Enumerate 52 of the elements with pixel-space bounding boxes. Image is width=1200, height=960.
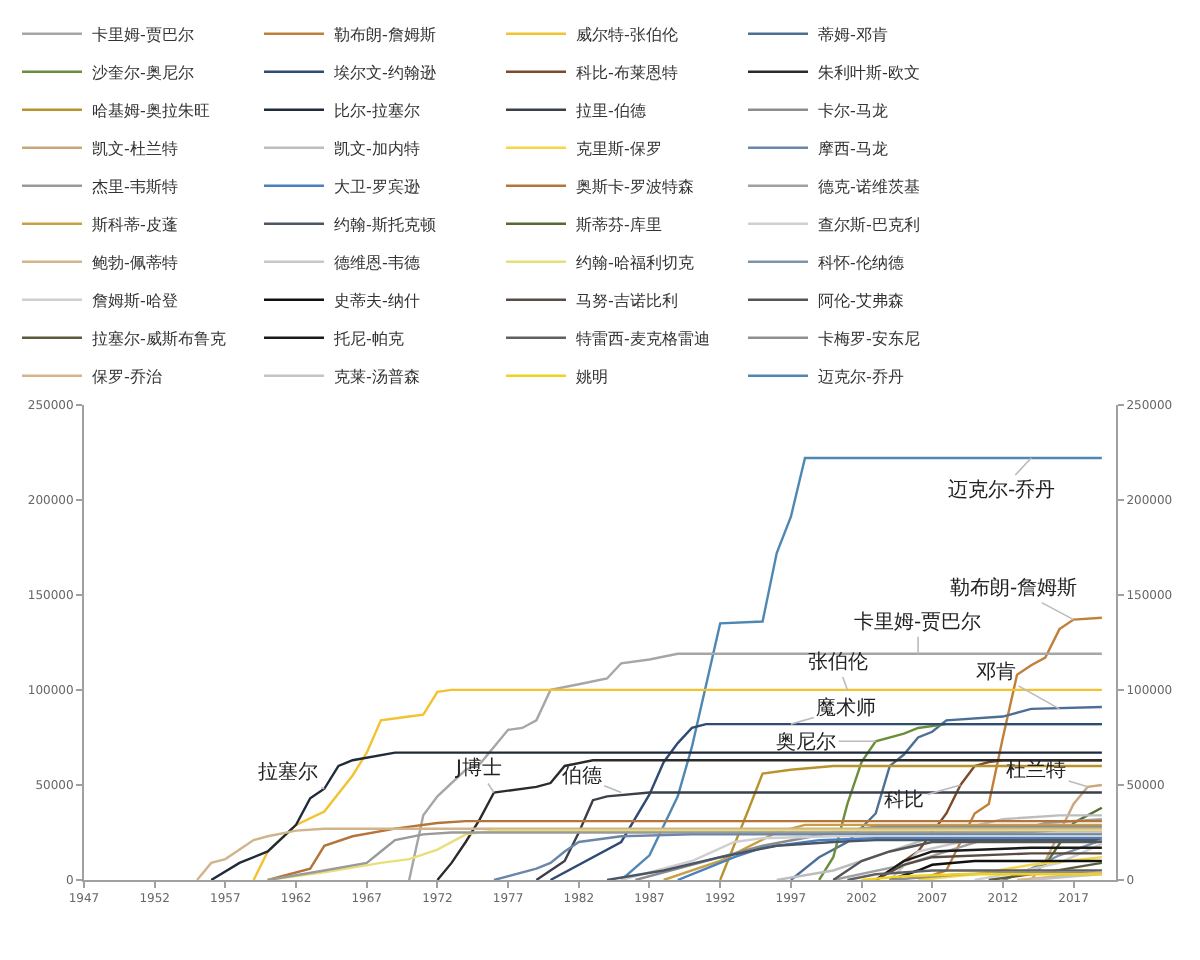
legend-label: 查尔斯-巴克利	[818, 216, 920, 235]
legend-label: 托尼-帕克	[332, 330, 404, 349]
annotation: 伯德	[562, 764, 602, 788]
legend-label: 奥斯卡-罗波特森	[576, 178, 694, 197]
legend-label: 约翰-斯托克顿	[334, 216, 436, 235]
annotation: 卡里姆-贾巴尔	[854, 610, 982, 634]
annotation: 拉塞尔	[258, 760, 318, 784]
legend-label: 蒂姆-邓肯	[818, 26, 888, 45]
legend-label: 德克-诺维茨基	[818, 178, 920, 197]
legend-label: 斯蒂芬-库里	[576, 216, 662, 235]
annotation: 奥尼尔	[776, 730, 836, 754]
annotation: 科比	[884, 788, 924, 812]
legend-label: 斯科蒂-皮蓬	[92, 216, 178, 235]
annotation: 迈克尔-乔丹	[948, 478, 1056, 502]
legend-label: 朱利叶斯-欧文	[818, 64, 920, 83]
legend-label: 科怀-伦纳德	[818, 254, 904, 273]
legend-label: 科比-布莱恩特	[576, 64, 678, 83]
annotation: 张伯伦	[808, 650, 868, 674]
legend-label: 埃尔文-约翰逊	[332, 64, 436, 83]
legend-label: 鲍勃-佩蒂特	[92, 254, 178, 273]
legend-label: 克里斯-保罗	[576, 140, 662, 159]
legend-label: 比尔-拉塞尔	[334, 102, 420, 121]
legend-label: 拉塞尔-威斯布鲁克	[92, 330, 226, 349]
annotation: 魔术师	[816, 696, 876, 720]
legend-label: 保罗-乔治	[92, 368, 162, 387]
legend-label: 史蒂夫-纳什	[334, 292, 420, 311]
legend-label: 马努-吉诺比利	[576, 292, 678, 311]
legend-label: 勒布朗-詹姆斯	[334, 26, 436, 45]
legend-label: 凯文-加内特	[334, 140, 420, 159]
legend-label: 杰里-韦斯特	[92, 178, 178, 197]
legend-label: 威尔特-张伯伦	[576, 26, 678, 45]
legend-label: 德维恩-韦德	[334, 254, 420, 273]
legend-label: 沙奎尔-奥尼尔	[92, 64, 194, 83]
legend-label: 特雷西-麦克格雷迪	[576, 330, 710, 349]
legend-label: 卡梅罗-安东尼	[818, 330, 920, 349]
legend-label: 詹姆斯-哈登	[92, 292, 178, 311]
legend-label: 迈克尔-乔丹	[818, 368, 904, 387]
annotation: 邓肯	[976, 660, 1016, 684]
legend-label: 大卫-罗宾逊	[334, 178, 420, 197]
annotation: J博士	[454, 756, 502, 780]
legend-label: 摩西-马龙	[818, 140, 888, 159]
annotation: 杜兰特	[1006, 758, 1066, 782]
legend-label: 姚明	[576, 368, 608, 387]
legend-label: 卡尔-马龙	[818, 102, 888, 121]
legend-label: 哈基姆-奥拉朱旺	[92, 102, 210, 121]
legend-label: 克莱-汤普森	[334, 368, 420, 387]
legend-label: 约翰-哈福利切克	[576, 254, 694, 273]
legend-label: 凯文-杜兰特	[92, 140, 178, 159]
legend-label: 拉里-伯德	[576, 102, 646, 121]
legend-label: 阿伦-艾弗森	[818, 292, 904, 311]
legend-label: 卡里姆-贾巴尔	[92, 26, 194, 45]
annotation: 勒布朗-詹姆斯	[950, 576, 1078, 600]
